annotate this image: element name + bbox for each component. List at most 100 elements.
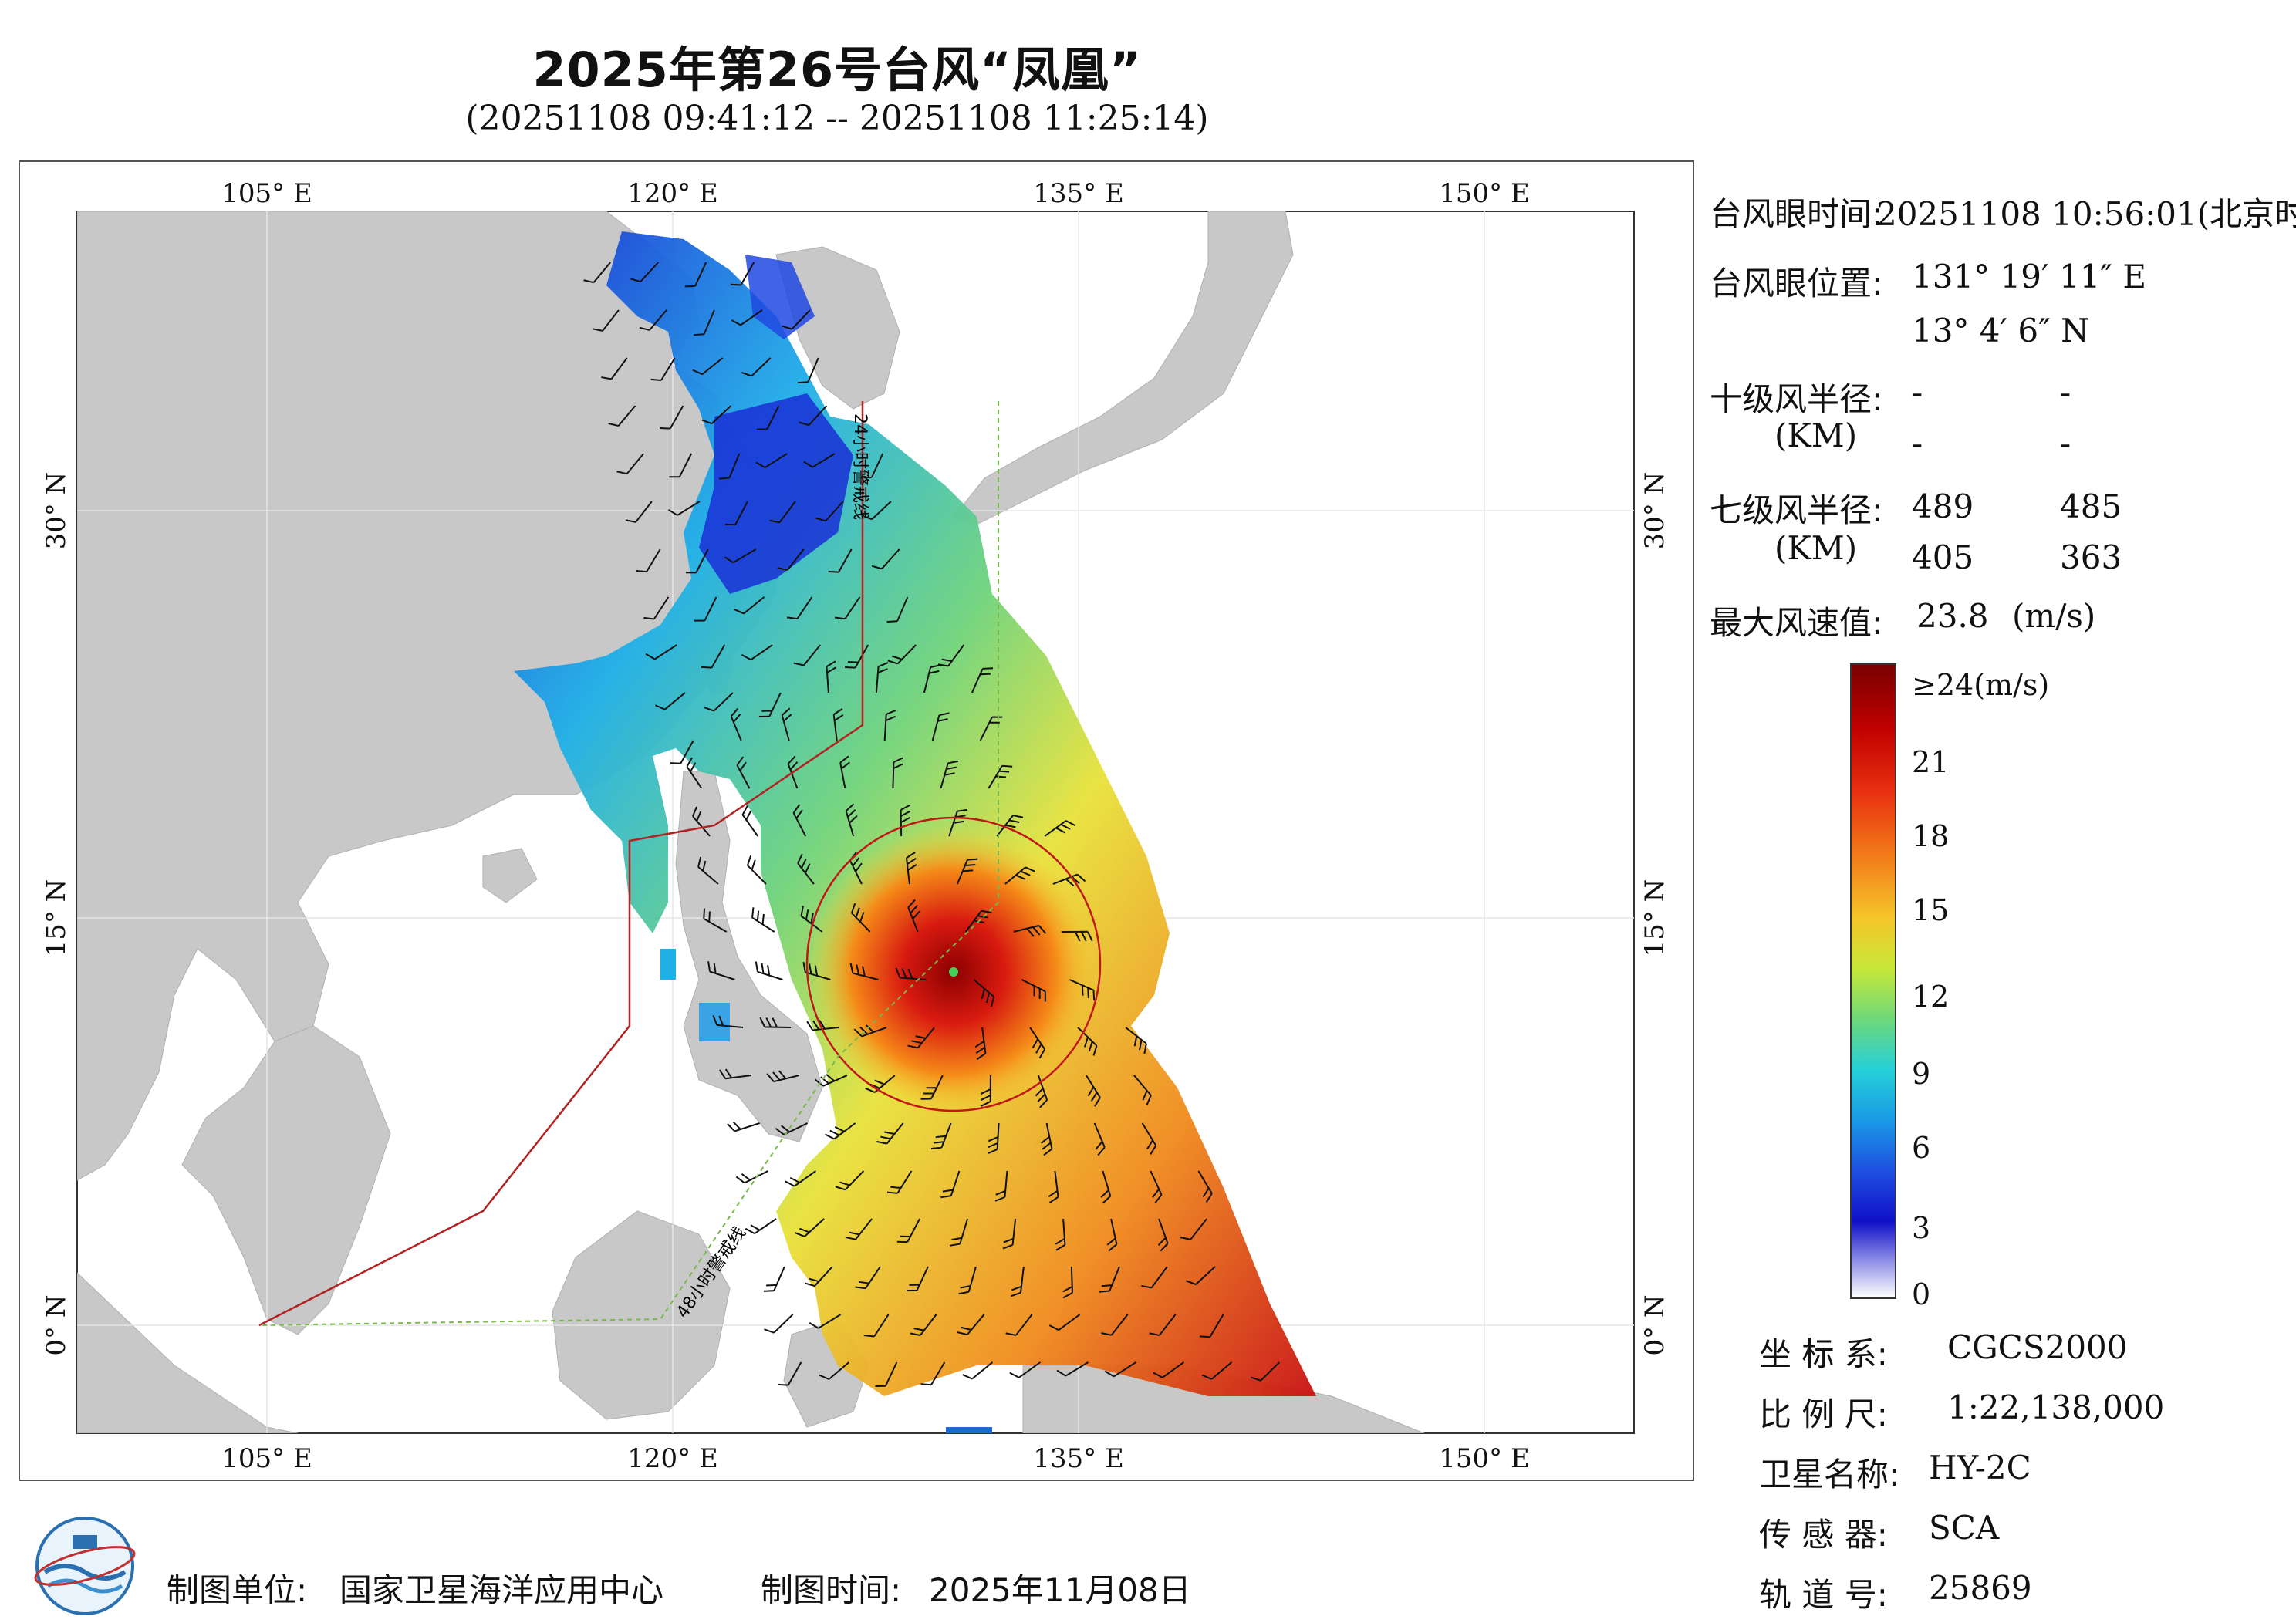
colorbar-label: ≥24(m/s) <box>1912 668 2050 702</box>
lat-tick-right: 15° N <box>1639 879 1670 957</box>
wind-barb <box>797 357 819 384</box>
wind-barb <box>1100 1170 1112 1204</box>
wind-barb <box>643 596 670 620</box>
wind-barb <box>630 262 659 283</box>
r7-value: 489 <box>1912 488 1974 525</box>
date-value: 2025年11月08日 <box>929 1571 1191 1609</box>
wind-barb <box>746 855 767 885</box>
r7-unit: (KM) <box>1774 529 1858 567</box>
wind-barb <box>1133 1075 1152 1105</box>
lon-tick-bottom: 150° E <box>1439 1443 1530 1474</box>
wind-barb <box>862 501 892 521</box>
wind-barb <box>669 453 693 478</box>
wind-barb <box>741 644 773 661</box>
lat-tick-left: 0° N <box>41 1294 72 1355</box>
wind-barb <box>964 909 992 933</box>
wind-barb <box>1002 1218 1017 1250</box>
wind-barb <box>601 357 628 380</box>
wind-barb <box>1048 1170 1059 1203</box>
wind-barb <box>1199 1314 1224 1338</box>
wind-barb <box>1011 1266 1025 1297</box>
wind-barb <box>787 755 799 789</box>
wind-barb <box>692 806 711 837</box>
wind-barb <box>786 596 813 620</box>
wind-barb <box>949 1218 969 1247</box>
wind-barb <box>797 853 815 885</box>
wind-barb <box>1005 1314 1033 1336</box>
scale-label: 比 例 尺: <box>1759 1395 1888 1433</box>
wind-barb <box>1062 1266 1073 1299</box>
land-hainan <box>482 848 538 903</box>
wind-barb <box>1021 979 1046 1002</box>
wind-barb <box>1044 820 1076 837</box>
r10-label: 十级风半径: <box>1710 380 1883 418</box>
colorbar-label: 3 <box>1912 1211 1931 1245</box>
wind-barb <box>957 1314 985 1336</box>
wind-barb <box>1153 1361 1184 1378</box>
wind-barb <box>920 1361 946 1386</box>
wind-barb <box>948 808 968 837</box>
wind-barb <box>865 1075 896 1093</box>
wind-barb <box>727 1121 760 1132</box>
lon-tick-top: 120° E <box>627 178 718 209</box>
eye-position-label: 台风眼位置: <box>1710 265 1883 302</box>
wind-barb <box>724 548 757 564</box>
wind-barb <box>940 1170 961 1199</box>
lon-tick-bottom: 135° E <box>1033 1443 1124 1474</box>
colorbar-label: 0 <box>1912 1277 1931 1311</box>
wind-barb <box>650 357 676 382</box>
colorbar-label: 12 <box>1912 980 1950 1014</box>
wind-barb <box>907 1027 935 1049</box>
wind-barb <box>724 501 748 526</box>
wind-barb <box>1086 1075 1101 1107</box>
wind-barb <box>832 708 844 741</box>
wind-barb <box>730 707 742 741</box>
wind-barb <box>697 856 719 885</box>
lat-tick-left: 30° N <box>41 472 72 550</box>
lon-tick-top: 105° E <box>221 178 312 209</box>
wind-barb <box>886 1170 913 1194</box>
wind-barb <box>803 453 836 468</box>
orbit-label: 轨 道 号: <box>1759 1576 1888 1614</box>
wind-barb <box>886 596 909 623</box>
wind-barb <box>781 707 792 741</box>
wind-barb <box>766 1070 800 1083</box>
eye-longitude: 131° 19′ 11″ E <box>1912 258 2146 295</box>
scale-value: 1:22,138,000 <box>1947 1388 2165 1426</box>
wind-barb <box>1186 1266 1216 1286</box>
wind-barb <box>826 660 837 693</box>
wind-barb <box>931 712 950 741</box>
wind-barb <box>694 596 718 622</box>
wind-barb <box>758 692 782 717</box>
wind-barb <box>971 667 994 693</box>
wind-barb <box>730 262 755 286</box>
wind-barb <box>778 1361 802 1386</box>
wind-barb <box>1125 1027 1147 1054</box>
wind-barb <box>718 1068 752 1080</box>
wind-barb <box>741 805 759 837</box>
wind-barb <box>1104 1361 1136 1378</box>
wind-barb <box>979 716 1003 741</box>
wind-barb <box>923 664 941 693</box>
r10-value: - <box>2060 424 2071 462</box>
wind-barb <box>892 757 904 789</box>
wind-barb <box>764 1314 794 1334</box>
wind-barb <box>1035 1075 1048 1108</box>
wind-barb <box>1052 873 1086 887</box>
map-frame: 24小时警戒线 48小时警戒线 105° E 120° E 135° E 150… <box>19 160 1694 1481</box>
wind-barb <box>759 1017 792 1028</box>
wind-barb <box>792 804 807 837</box>
wind-barb <box>592 309 620 332</box>
producer-value: 国家卫星海洋应用中心 <box>339 1571 664 1609</box>
eye-time-label: 台风眼时间: <box>1710 195 1883 233</box>
wind-barb <box>793 644 821 666</box>
wind-barb <box>731 309 763 326</box>
r10-value: - <box>2060 373 2071 411</box>
wind-barb <box>1251 1361 1281 1382</box>
wind-barb <box>956 858 978 885</box>
wind-barb <box>828 548 853 573</box>
agency-logo <box>34 1517 136 1615</box>
wind-radius-circle <box>805 816 1102 1112</box>
wind-barb <box>987 1122 1000 1155</box>
lon-tick-bottom: 105° E <box>221 1443 312 1474</box>
